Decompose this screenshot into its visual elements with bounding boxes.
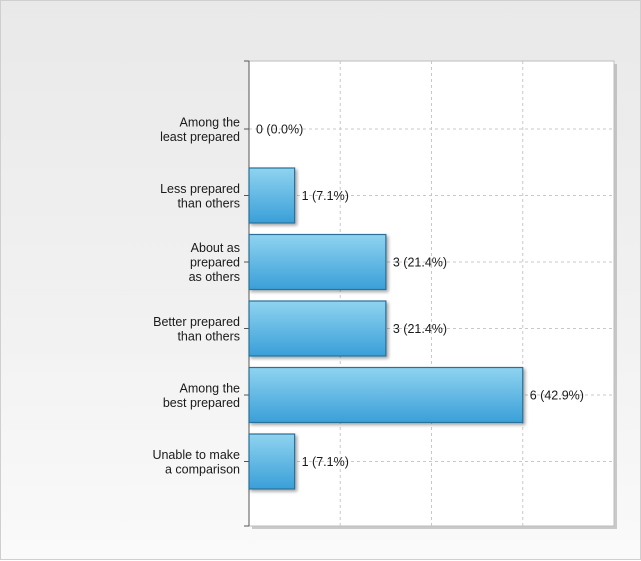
category-label: Less prepared than others bbox=[160, 182, 240, 211]
bar bbox=[248, 233, 387, 291]
data-label: 3 (21.4%) bbox=[393, 322, 447, 336]
bar bbox=[248, 167, 296, 224]
bar bbox=[248, 433, 296, 490]
data-label: 0 (0.0%) bbox=[256, 123, 303, 137]
category-label: Better prepared than others bbox=[153, 315, 240, 344]
category-label: Among the least prepared bbox=[160, 115, 240, 144]
data-label: 3 (21.4%) bbox=[393, 256, 447, 270]
category-label: Among the best prepared bbox=[163, 381, 240, 410]
category-label: Unable to make a comparison bbox=[152, 448, 240, 477]
bar bbox=[248, 366, 524, 424]
bar bbox=[248, 300, 387, 357]
data-label: 1 (7.1%) bbox=[302, 455, 349, 469]
plot-area bbox=[248, 60, 615, 527]
category-label: About as prepared as others bbox=[189, 241, 240, 284]
data-label: 6 (42.9%) bbox=[530, 389, 584, 403]
data-label: 1 (7.1%) bbox=[302, 189, 349, 203]
